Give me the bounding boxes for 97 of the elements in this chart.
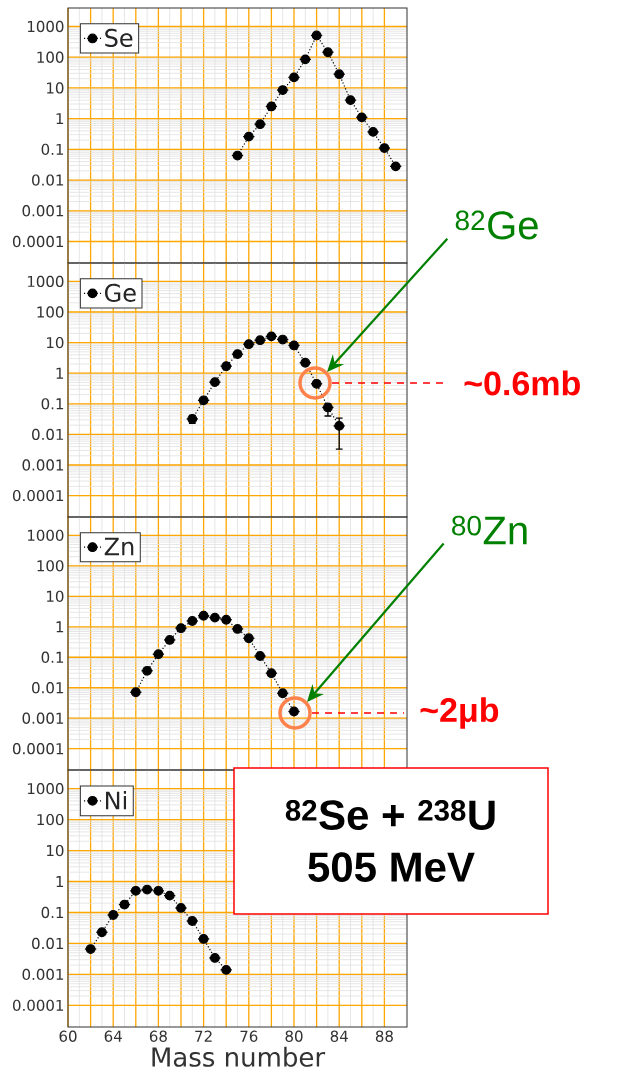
y-tick-label: 10 xyxy=(47,82,64,94)
point xyxy=(368,127,378,137)
point xyxy=(243,633,254,644)
y-tick-label: 0.1 xyxy=(41,398,64,410)
point xyxy=(356,112,367,123)
point xyxy=(255,335,265,346)
y-tick-label: 0.001 xyxy=(22,968,64,981)
point xyxy=(130,687,141,698)
y-tick-label: 10 xyxy=(47,336,64,349)
text: ~0.6mb xyxy=(464,370,580,396)
y-tick-label: 0.001 xyxy=(22,459,64,471)
y-tick-label: 100 xyxy=(37,51,64,63)
y-tick-label: 1 xyxy=(56,621,64,633)
y-tick-label: 0.1 xyxy=(41,906,64,919)
point xyxy=(277,688,288,699)
point xyxy=(164,635,175,645)
point xyxy=(232,349,243,360)
y-tick-label: 100 xyxy=(37,306,64,318)
point xyxy=(221,964,232,975)
x-tick-label: 84 xyxy=(330,1030,348,1042)
point xyxy=(108,910,119,920)
point xyxy=(277,85,288,95)
point xyxy=(300,54,311,65)
point xyxy=(255,119,265,130)
x-tick-label: 60 xyxy=(59,1030,77,1042)
y-tick-label: 0.01 xyxy=(32,174,64,186)
point xyxy=(255,651,265,661)
point xyxy=(300,357,311,368)
point xyxy=(85,944,96,954)
point xyxy=(97,927,107,938)
point xyxy=(210,953,220,963)
point xyxy=(334,420,345,431)
y-tick-label: 0.0001 xyxy=(12,743,64,755)
y-tick-label: 1000 xyxy=(27,529,64,542)
legend-label: Zn xyxy=(104,537,134,556)
point xyxy=(323,402,333,413)
y-tick-label: 1 xyxy=(56,367,64,379)
x-tick-label: 72 xyxy=(195,1030,212,1042)
point xyxy=(187,916,198,926)
y-tick-label: 0.0001 xyxy=(12,999,64,1012)
point xyxy=(232,150,243,161)
y-tick-label: 0.1 xyxy=(41,651,64,663)
x-tick-label: 88 xyxy=(375,1030,393,1042)
point xyxy=(243,131,254,142)
x-axis-title: Mass number xyxy=(152,1046,326,1067)
y-tick-label: 10 xyxy=(47,590,64,602)
text: ~2μb xyxy=(420,697,499,729)
point xyxy=(345,95,356,106)
y-tick-label: 100 xyxy=(37,813,64,826)
point xyxy=(187,616,198,626)
point xyxy=(198,934,209,944)
y-tick-label: 1000 xyxy=(27,782,64,795)
y-tick-label: 0.001 xyxy=(22,712,64,724)
legend-label: Se xyxy=(105,28,133,47)
point xyxy=(176,623,186,634)
point xyxy=(221,361,232,372)
x-tick-label: 80 xyxy=(285,1030,303,1042)
y-tick-label: 0.0001 xyxy=(12,235,64,248)
y-tick-label: 0.1 xyxy=(41,143,64,156)
y-tick-label: 1 xyxy=(56,876,64,887)
y-tick-label: 0.01 xyxy=(32,428,64,441)
point xyxy=(379,143,390,153)
annotation: 505 MeV xyxy=(308,852,475,882)
point xyxy=(176,903,186,913)
y-tick-label: 1000 xyxy=(27,20,64,33)
y-tick-label: 10 xyxy=(47,844,64,857)
x-tick-label: 68 xyxy=(149,1030,167,1042)
y-tick-label: 0.001 xyxy=(22,205,64,217)
annotation: $^{82}$Se + $^{238}$U xyxy=(285,800,495,830)
point xyxy=(323,47,333,58)
point xyxy=(119,899,130,910)
point xyxy=(243,339,254,350)
legend-label: Ge xyxy=(104,283,136,302)
point xyxy=(164,890,175,901)
point xyxy=(232,624,243,634)
x-tick-label: 76 xyxy=(240,1030,258,1042)
y-tick-label: 1000 xyxy=(27,275,64,288)
point xyxy=(289,72,299,83)
point xyxy=(153,649,164,660)
y-tick-label: 100 xyxy=(37,560,64,572)
point xyxy=(210,377,220,388)
point xyxy=(390,161,401,172)
point xyxy=(266,101,277,112)
point xyxy=(334,69,345,80)
point xyxy=(142,665,152,676)
y-tick-label: 0.0001 xyxy=(12,489,64,502)
y-tick-label: 0.01 xyxy=(32,682,64,694)
text: $^{80}$Zn xyxy=(452,515,527,545)
point xyxy=(198,395,209,406)
y-tick-label: 1 xyxy=(56,113,64,125)
x-tick-label: 64 xyxy=(104,1030,122,1042)
point xyxy=(289,340,299,351)
y-tick-label: 0.01 xyxy=(32,937,64,950)
text: $^{82}$Ge xyxy=(455,210,538,240)
point xyxy=(266,668,277,679)
point xyxy=(311,30,322,41)
legend-label: Ni xyxy=(105,790,127,810)
